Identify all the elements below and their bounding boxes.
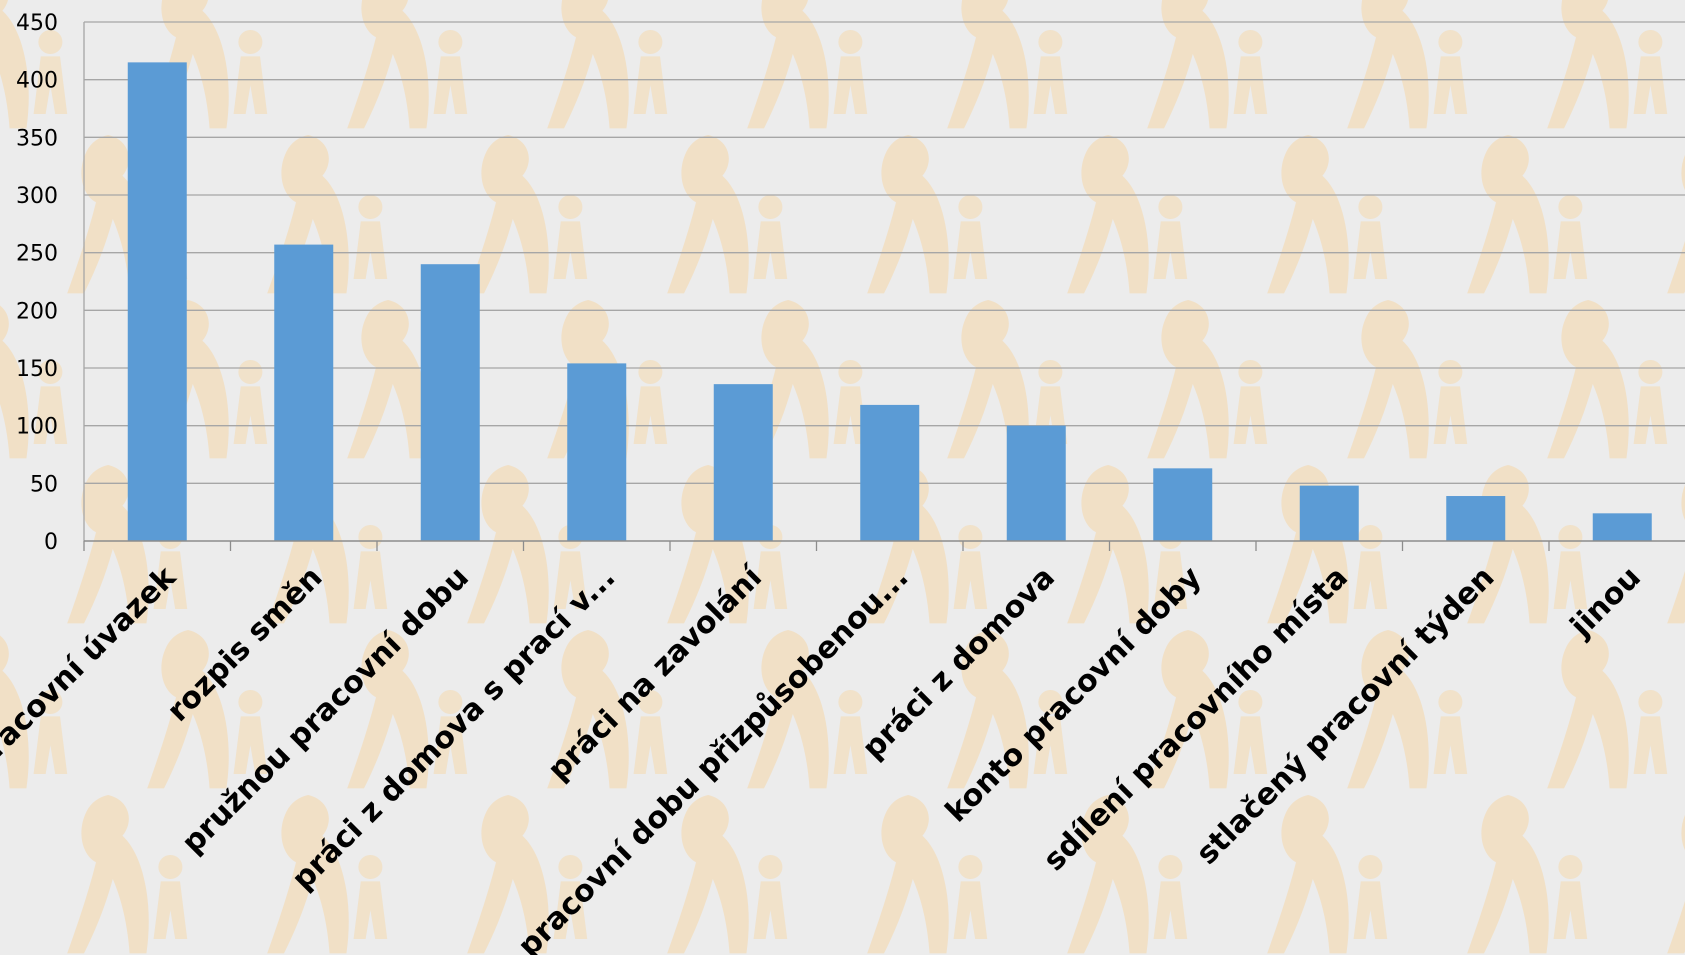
bar — [1153, 468, 1213, 541]
watermark-figure — [0, 635, 68, 789]
watermark-figure — [1667, 155, 1685, 294]
watermark-figure — [1347, 300, 1468, 459]
watermark-figure — [1467, 795, 1588, 954]
watermark-figure — [1347, 630, 1468, 789]
watermark-figure — [667, 135, 788, 294]
bar — [274, 244, 334, 542]
bars — [127, 62, 1652, 542]
watermark-figure — [1267, 795, 1388, 954]
watermark-figure — [347, 630, 468, 789]
bar — [713, 384, 773, 541]
watermark-figure — [747, 0, 868, 129]
watermark-figure — [867, 795, 988, 954]
watermark-figure — [1667, 485, 1685, 624]
watermark-figure — [347, 0, 468, 129]
y-axis-tick-labels: 0 50 100 150 200 250 300 350 400 450 — [16, 11, 58, 555]
watermark-figure — [747, 630, 868, 789]
watermark-figure — [467, 465, 588, 624]
watermark-figure — [667, 795, 788, 954]
watermark-figure — [267, 795, 388, 954]
y-tick-label: 50 — [30, 472, 58, 497]
watermark-figure — [867, 135, 988, 294]
bar — [127, 62, 187, 541]
watermark-figure — [467, 135, 588, 294]
y-tick-label: 400 — [16, 69, 58, 94]
y-tick-label: 250 — [16, 242, 58, 267]
y-tick-label: 450 — [16, 11, 58, 36]
watermark-figure — [1267, 135, 1388, 294]
watermark-figure — [1067, 135, 1188, 294]
watermark-figure — [667, 465, 788, 624]
watermark-figure — [1147, 300, 1268, 459]
watermark-figure — [1147, 630, 1268, 789]
watermark-figure — [1467, 135, 1588, 294]
watermark-figure — [1547, 630, 1668, 789]
watermark-figure — [1147, 0, 1268, 129]
bar — [420, 264, 480, 541]
watermark-figure — [67, 795, 188, 954]
watermark-figure — [0, 0, 68, 129]
watermark-figure — [147, 630, 268, 789]
x-axis — [83, 22, 1685, 551]
watermark-figure — [1267, 465, 1388, 624]
bar — [1299, 485, 1359, 541]
watermark-figure — [1667, 815, 1685, 954]
y-tick-label: 300 — [16, 184, 58, 209]
bar — [860, 404, 920, 541]
watermark-figure — [547, 0, 668, 129]
watermark-figure — [947, 630, 1068, 789]
watermark-figure — [947, 0, 1068, 129]
y-tick-label: 150 — [16, 357, 58, 382]
watermark-figure — [547, 630, 668, 789]
watermark-figure — [1547, 300, 1668, 459]
watermark-figure — [1547, 0, 1668, 129]
bar — [1446, 496, 1506, 541]
bar — [1006, 425, 1066, 541]
y-tick-label: 350 — [16, 126, 58, 151]
bar — [567, 363, 627, 541]
bar — [1592, 513, 1652, 541]
watermark-figure — [467, 795, 588, 954]
y-tick-label: 200 — [16, 299, 58, 324]
watermark-figure — [1067, 795, 1188, 954]
y-tick-label: 100 — [16, 415, 58, 440]
y-tick-label: 0 — [44, 530, 58, 555]
watermark-figure — [1347, 0, 1468, 129]
